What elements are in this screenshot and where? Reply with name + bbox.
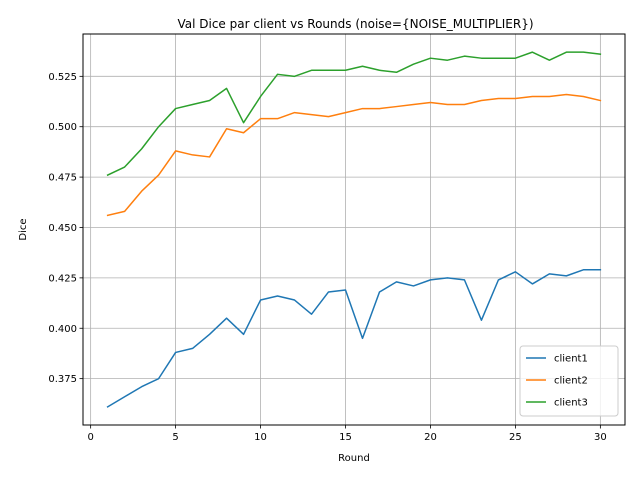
chart-title: Val Dice par client vs Rounds (noise={NO… [177, 17, 533, 31]
x-tick-label: 5 [172, 432, 178, 443]
y-tick-label: 0.475 [48, 173, 77, 184]
series-lines [106, 51, 602, 408]
y-tick-label: 0.400 [48, 324, 77, 335]
y-axis-label: Dice [18, 218, 29, 240]
x-tick-label: 20 [424, 432, 437, 443]
y-tick-label: 0.450 [48, 223, 77, 234]
plot-frame [82, 33, 626, 426]
x-tick-label: 15 [339, 432, 352, 443]
legend-box [519, 345, 619, 417]
series-line-client2 [106, 93, 602, 217]
x-tick-label: 0 [87, 432, 93, 443]
y-tick-label: 0.525 [48, 72, 77, 83]
legend-label-client2: client2 [554, 376, 588, 387]
series-line-client1 [106, 269, 602, 408]
x-tick-label: 10 [254, 432, 267, 443]
y-tick-label: 0.425 [48, 273, 77, 284]
axis-ticks: 0 5 10 15 20 25 30 0.375 0.400 0.425 0.450 0.475 0.5… [48, 72, 606, 443]
x-tick-label: 30 [594, 432, 607, 443]
x-tick-label: 25 [509, 432, 522, 443]
legend: client1 client2 client3 [519, 345, 619, 417]
y-tick-label: 0.375 [48, 374, 77, 385]
legend-label-client1: client1 [554, 354, 588, 365]
x-axis-label: Round [338, 453, 370, 464]
legend-label-client3: client3 [554, 398, 588, 409]
series-line-client3 [106, 51, 602, 177]
y-tick-label: 0.500 [48, 122, 77, 133]
